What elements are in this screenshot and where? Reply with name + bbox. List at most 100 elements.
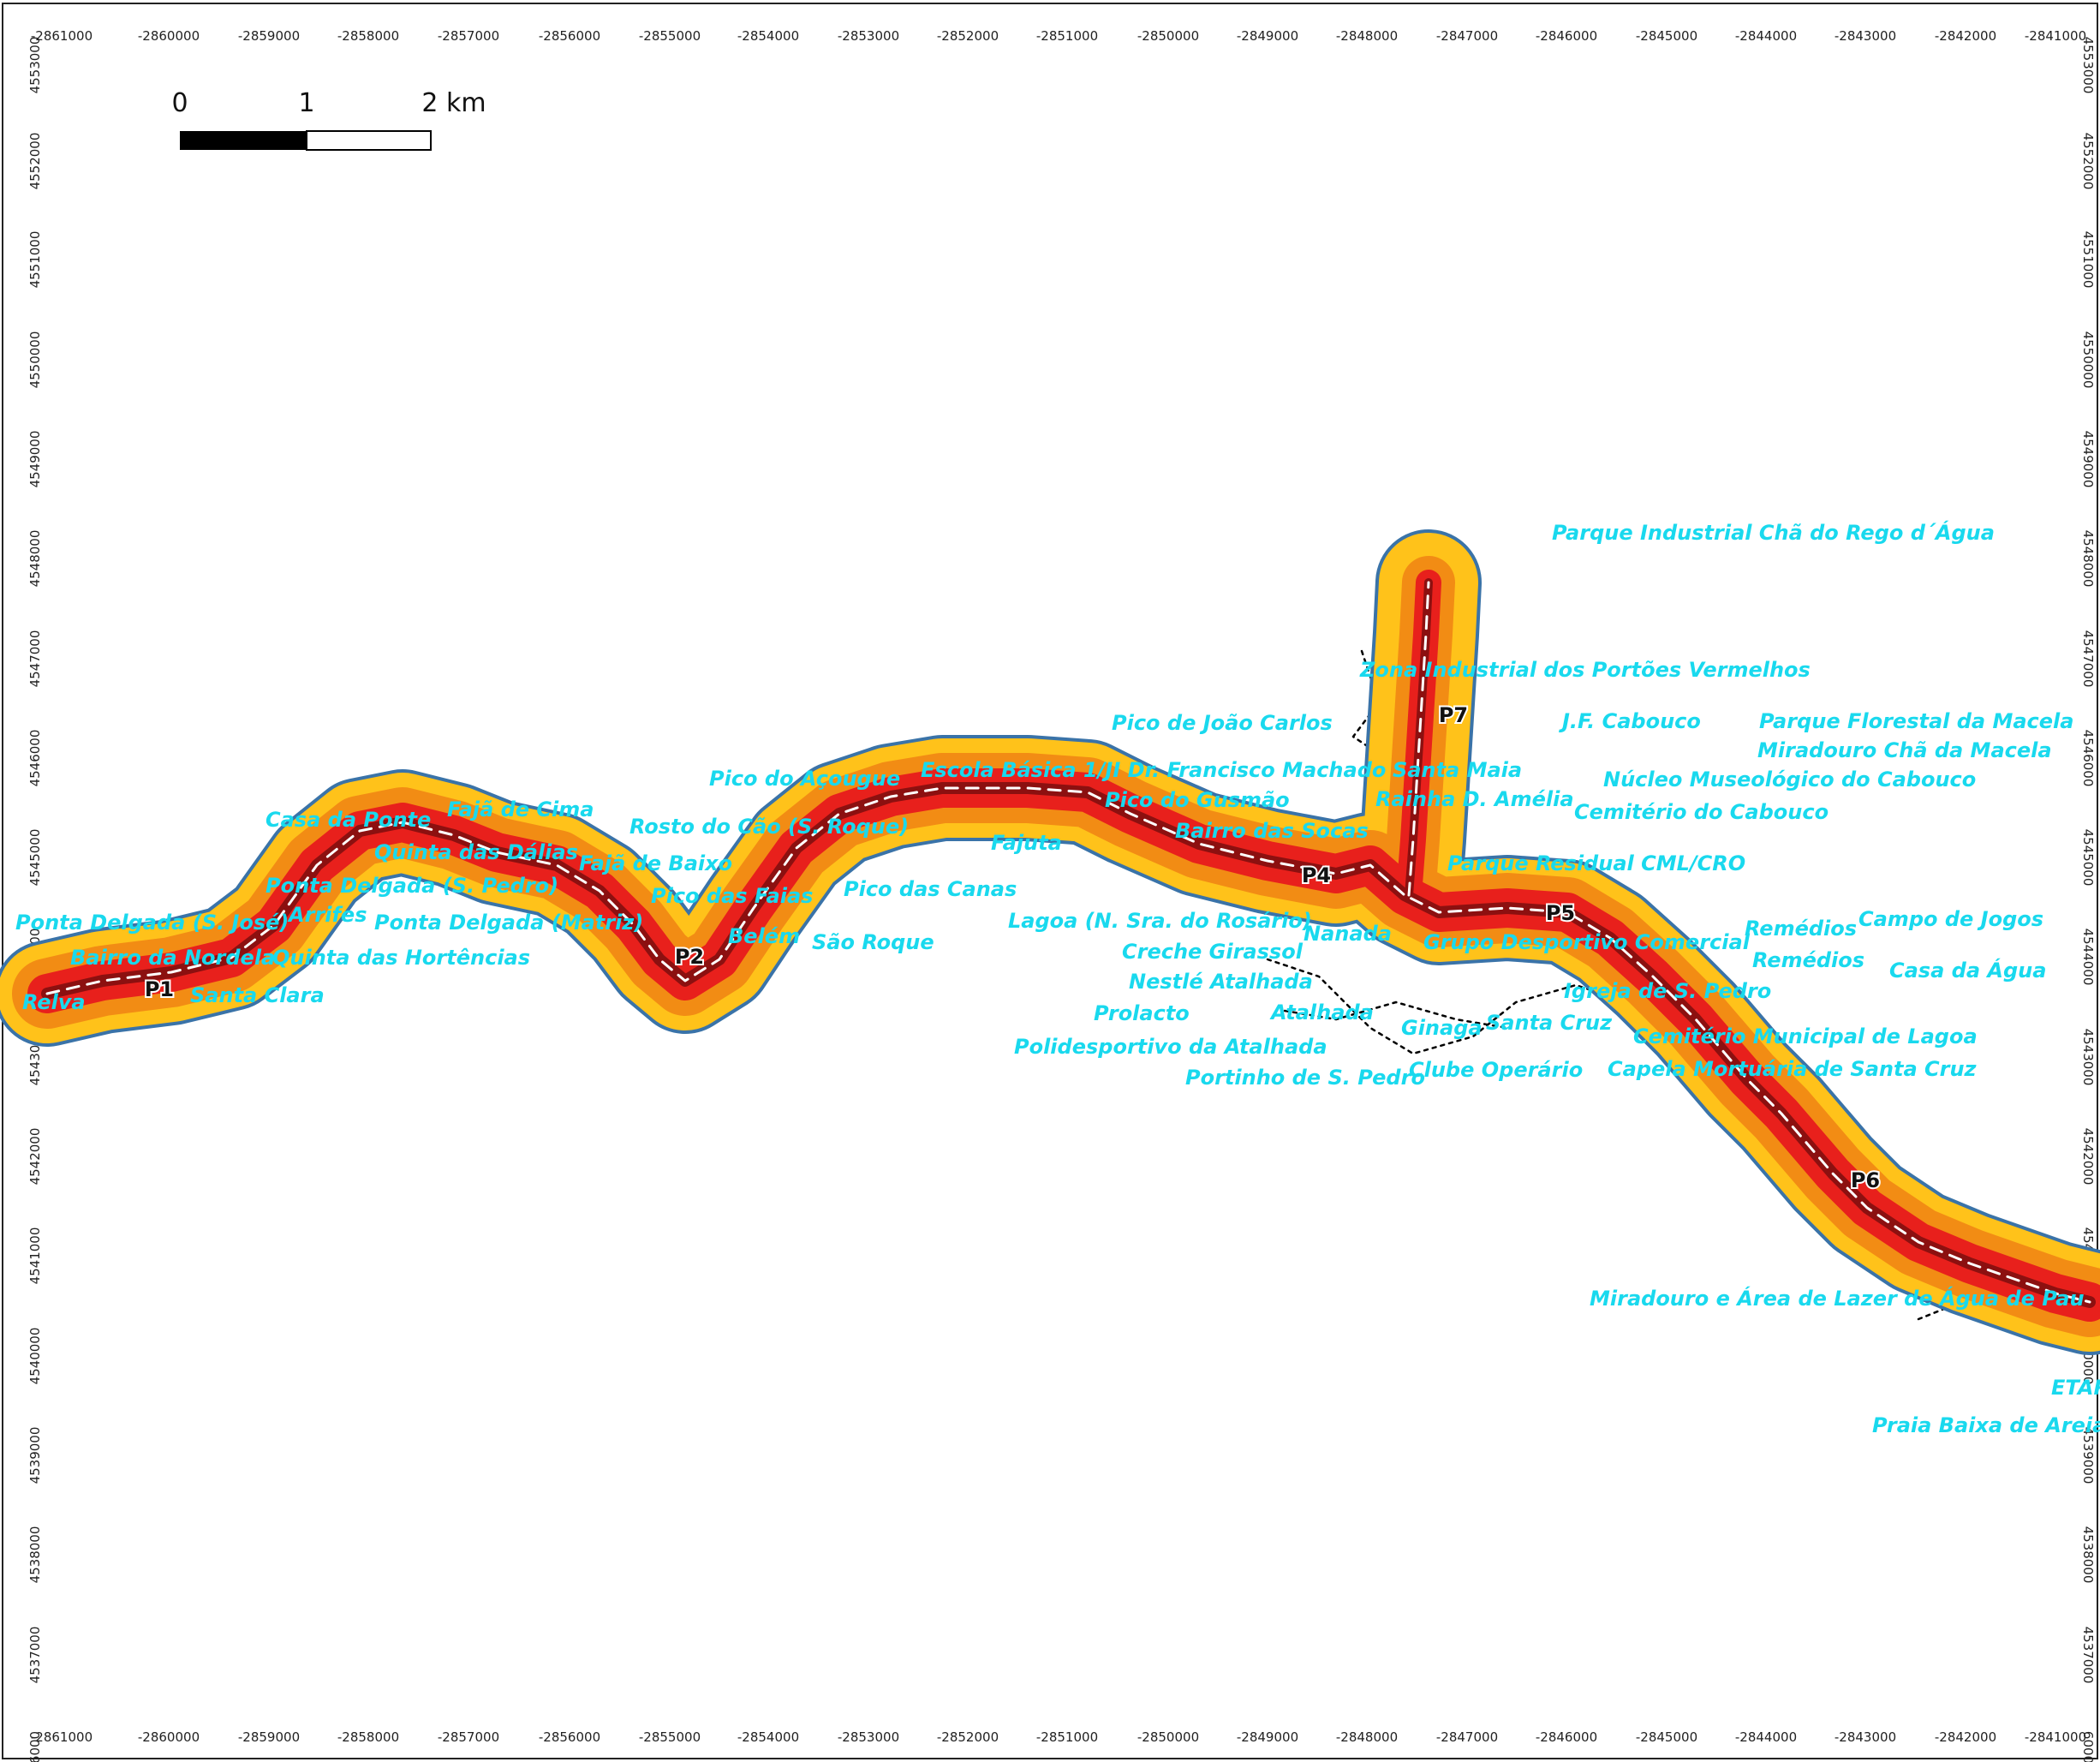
scale-bar-white-segment (306, 130, 432, 151)
place-label: Parque Industrial Chã do Rego d´Água (1552, 520, 1995, 545)
place-label: Polidesportivo da Atalhada (1014, 1035, 1327, 1059)
y-tick-label: 4549000 (2080, 431, 2096, 488)
x-tick-label: -2861000 (31, 1729, 92, 1745)
y-tick-label: 4543000 (2080, 1029, 2096, 1086)
y-tick-label: 4551000 (2080, 231, 2096, 289)
place-label: Prolacto (1094, 1001, 1190, 1025)
scale-label-2km: 2 km (421, 88, 486, 118)
y-tick-label: 4537000 (2080, 1627, 2096, 1684)
built-area-lines (1266, 958, 1629, 1055)
x-tick-label: -2856000 (539, 28, 600, 44)
place-label: Cemitério do Cabouco (1574, 800, 1829, 824)
place-label: São Roque (812, 930, 934, 954)
place-label: Pico do Gusmão (1105, 788, 1290, 812)
y-tick-label: 4539000 (27, 1427, 43, 1484)
y-tick-label: 4551000 (27, 231, 43, 289)
y-tick-label: 4537000 (27, 1627, 43, 1684)
x-tick-label: -2841000 (2025, 28, 2086, 44)
place-label: Núcleo Museológico do Cabouco (1603, 768, 1976, 791)
y-tick-label: 4548000 (2080, 530, 2096, 588)
place-label: Ponta Delgada (S. José) (15, 911, 289, 935)
stop-p5: P5 (1546, 901, 1575, 925)
place-label: Pico das Faias (651, 884, 813, 908)
grid-ticks: -2861000 -2860000 -2859000 -2858000 -285… (27, 28, 2096, 1762)
place-label: Nanada (1304, 922, 1392, 946)
x-tick-label: -2850000 (1137, 1729, 1199, 1745)
x-tick-label: -2851000 (1036, 1729, 1098, 1745)
y-tick-label: 4552000 (27, 133, 43, 190)
place-label: Relva (22, 990, 86, 1014)
place-label: Parque Residual CML/CRO (1447, 851, 1745, 875)
x-tick-label: -2848000 (1336, 1729, 1398, 1745)
road-centerline (45, 786, 2091, 1304)
stop-p2: P2 (675, 945, 704, 969)
map-frame (2, 3, 2098, 1759)
y-tick-label: 4538000 (27, 1526, 43, 1584)
x-tick-label: -2847000 (1436, 1729, 1498, 1745)
x-tick-label: -2859000 (238, 1729, 300, 1745)
place-label: Ginaga (1401, 1016, 1483, 1040)
place-label: Quinta das Dálias (374, 840, 578, 864)
place-label: Fajuta (991, 831, 1062, 855)
place-label: Santa Clara (190, 983, 325, 1007)
y-tick-label: 4542000 (27, 1128, 43, 1186)
place-label: Miradouro e Área de Lazer de Água de Pau (1590, 1286, 2085, 1311)
place-label: Fajã de Baixo (579, 851, 732, 875)
place-label: Lagoa (N. Sra. do Rosário) (1008, 909, 1312, 933)
place-label: J.F. Cabouco (1559, 709, 1701, 733)
x-tick-label: -2848000 (1336, 28, 1398, 44)
top-x-ticks: -2861000 -2860000 -2859000 -2858000 -285… (31, 28, 2086, 44)
x-tick-label: -2850000 (1137, 28, 1199, 44)
y-tick-label: 4553000 (2080, 37, 2096, 94)
bottom-x-ticks: -2861000 -2860000 -2859000 -2858000 -285… (31, 1729, 2086, 1745)
x-tick-label: -2843000 (1835, 1729, 1896, 1745)
y-tick-label: 4550000 (27, 331, 43, 389)
y-tick-label: 4545000 (27, 829, 43, 887)
place-labels: Parque Industrial Chã do Rego d´Água Zon… (15, 520, 2100, 1437)
place-label: Santa Maia (1393, 758, 1522, 782)
y-tick-label: 4539000 (2080, 1427, 2096, 1484)
place-label: Belém (728, 924, 800, 948)
x-tick-label: -2845000 (1636, 28, 1697, 44)
place-label: Ponta Delgada (S. Pedro) (265, 874, 558, 898)
place-label: Parque Florestal da Macela (1759, 709, 2073, 733)
y-tick-label: 4546000 (27, 730, 43, 787)
place-label: Portinho de S. Pedro (1185, 1066, 1425, 1090)
place-label: Campo de Jogos (1858, 907, 2043, 931)
y-tick-label: 6000 (27, 1731, 43, 1762)
x-tick-label: -2854000 (737, 28, 799, 44)
x-tick-label: -2855000 (639, 28, 701, 44)
place-label: Remédios (1745, 917, 1857, 941)
x-tick-label: -2842000 (1935, 1729, 1996, 1745)
stop-p7: P7 (1439, 703, 1468, 727)
y-tick-label: 4548000 (27, 530, 43, 588)
stop-p4: P4 (1302, 863, 1331, 887)
stop-markers: P1 P2 P4 P5 P6 P7 (143, 702, 1882, 1194)
place-label: Igreja de S. Pedro (1564, 979, 1771, 1003)
place-label: Miradouro Chã da Macela (1757, 738, 2052, 762)
x-tick-label: -2858000 (337, 1729, 399, 1745)
place-label: Quinta das Hortências (272, 946, 530, 970)
y-tick-label: 4547000 (2080, 630, 2096, 688)
y-tick-label: 4542000 (2080, 1128, 2096, 1186)
x-tick-label: -2844000 (1735, 1729, 1797, 1745)
y-tick-label: 4541000 (27, 1227, 43, 1285)
place-label: Pico de João Carlos (1112, 711, 1333, 735)
y-tick-label: 4540000 (27, 1328, 43, 1385)
place-label: Fajã de Cima (447, 797, 594, 821)
place-label: Rainha D. Amélia (1375, 787, 1574, 811)
x-tick-label: -2852000 (937, 1729, 999, 1745)
place-label: Grupo Desportivo Comercial (1423, 930, 1751, 954)
place-label: Atalhada (1269, 1000, 1374, 1024)
scale-bar: 0 1 2 km (171, 88, 486, 151)
y-tick-label: 4546000 (2080, 730, 2096, 787)
y-tick-label: 4544000 (2080, 929, 2096, 986)
x-tick-label: -2844000 (1735, 28, 1797, 44)
place-label: Casa da Ponte (265, 808, 431, 832)
place-label: Ponta Delgada (Matriz) (374, 911, 643, 935)
branch-road-centerline (1407, 581, 1430, 897)
place-label: Cemitério Municipal de Lagoa (1633, 1024, 1978, 1048)
place-label: ETAR (2051, 1376, 2100, 1400)
y-tick-label: 4538000 (2080, 1526, 2096, 1584)
